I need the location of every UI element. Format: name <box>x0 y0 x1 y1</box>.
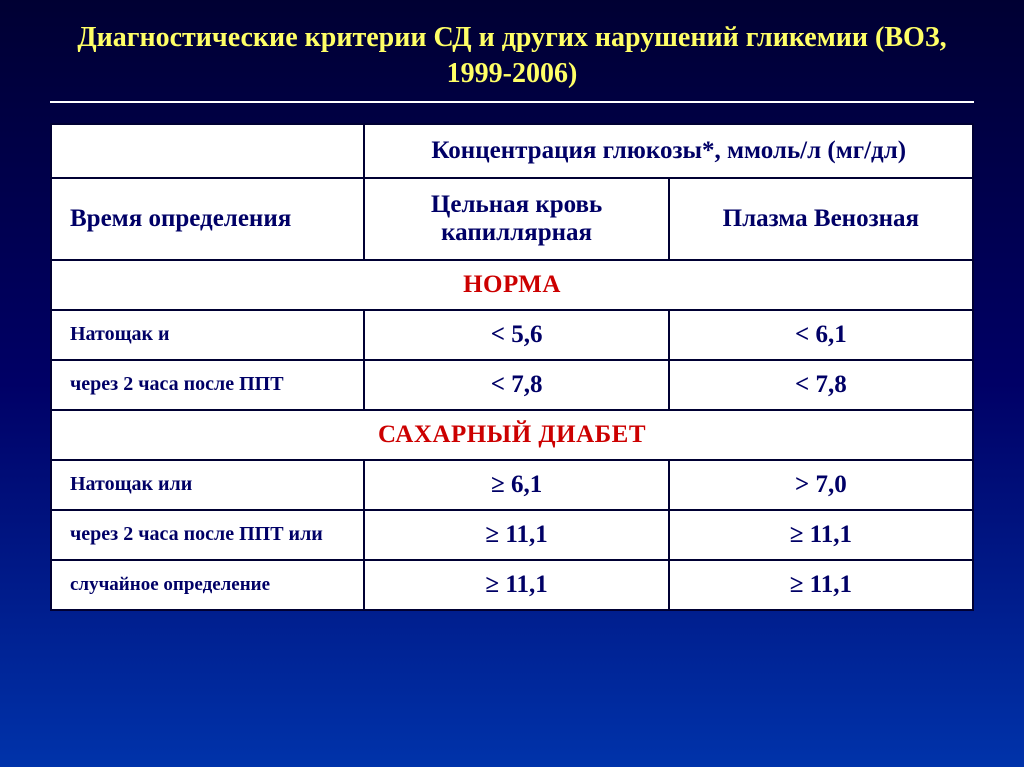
row-label: через 2 часа после ППТ <box>51 360 364 410</box>
venous-value: > 7,0 <box>669 460 973 510</box>
table-row: через 2 часа после ППТ или ≥ 11,1 ≥ 11,1 <box>51 510 973 560</box>
capillary-value: < 5,6 <box>364 310 668 360</box>
venous-value: < 7,8 <box>669 360 973 410</box>
row-label: через 2 часа после ППТ или <box>51 510 364 560</box>
table-header-row-2: Время определения Цельная кровь капилляр… <box>51 178 973 260</box>
norm-section-title: НОРМА <box>51 260 973 310</box>
capillary-value: ≥ 11,1 <box>364 510 668 560</box>
diabetes-section-row: САХАРНЫЙ ДИАБЕТ <box>51 410 973 460</box>
diabetes-section-title: САХАРНЫЙ ДИАБЕТ <box>51 410 973 460</box>
diagnostic-table-container: Концентрация глюкозы*, ммоль/л (мг/дл) В… <box>50 123 974 611</box>
table-row: случайное определение ≥ 11,1 ≥ 11,1 <box>51 560 973 610</box>
table-row: Натощак и < 5,6 < 6,1 <box>51 310 973 360</box>
venous-value: ≥ 11,1 <box>669 510 973 560</box>
slide-title: Диагностические критерии СД и других нар… <box>50 20 974 93</box>
venous-value: < 6,1 <box>669 310 973 360</box>
table-header-row-1: Концентрация глюкозы*, ммоль/л (мг/дл) <box>51 124 973 178</box>
table-row: Натощак или ≥ 6,1 > 7,0 <box>51 460 973 510</box>
glucose-concentration-header: Концентрация глюкозы*, ммоль/л (мг/дл) <box>364 124 973 178</box>
venous-value: ≥ 11,1 <box>669 560 973 610</box>
slide-container: Диагностические критерии СД и других нар… <box>0 0 1024 767</box>
capillary-value: ≥ 11,1 <box>364 560 668 610</box>
capillary-value: ≥ 6,1 <box>364 460 668 510</box>
table-row: через 2 часа после ППТ < 7,8 < 7,8 <box>51 360 973 410</box>
time-determination-header: Время определения <box>51 178 364 260</box>
title-underline <box>50 101 974 103</box>
empty-header-cell <box>51 124 364 178</box>
capillary-value: < 7,8 <box>364 360 668 410</box>
norm-section-row: НОРМА <box>51 260 973 310</box>
row-label: Натощак или <box>51 460 364 510</box>
diagnostic-table: Концентрация глюкозы*, ммоль/л (мг/дл) В… <box>50 123 974 611</box>
venous-plasma-header: Плазма Венозная <box>669 178 973 260</box>
capillary-blood-header: Цельная кровь капиллярная <box>364 178 668 260</box>
row-label: случайное определение <box>51 560 364 610</box>
row-label: Натощак и <box>51 310 364 360</box>
